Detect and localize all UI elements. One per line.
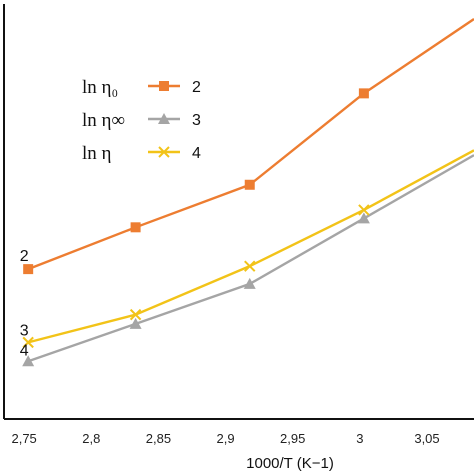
data-point-triangle <box>158 113 170 124</box>
x-tick-label: 2,9 <box>217 431 235 446</box>
legend-series-number: 4 <box>192 145 201 162</box>
legend-item: ln η 4 <box>82 143 201 164</box>
data-point-x <box>358 204 370 216</box>
legend-series-name: ln η <box>82 143 111 164</box>
data-point-square <box>358 88 369 99</box>
series-3 <box>22 154 474 367</box>
data-point-triangle <box>357 212 370 224</box>
data-point-x <box>22 336 34 349</box>
x-tick-label: 2,75 <box>11 431 36 446</box>
x-tick-label: 3 <box>356 431 363 446</box>
data-point-triangle <box>243 277 256 289</box>
series-4 <box>22 149 474 349</box>
data-point-square <box>23 264 34 275</box>
series-line <box>27 149 474 344</box>
x-axis-label: 1000/T (K−1) <box>246 455 334 472</box>
data-point-square <box>130 222 141 233</box>
legend-series-name: ln η₀ <box>82 77 118 98</box>
legend-series-name: ln η∞ <box>82 110 125 131</box>
data-point-x <box>244 260 256 272</box>
data-point-square <box>244 179 255 190</box>
data-point-triangle <box>129 317 142 329</box>
data-point-x <box>129 308 142 321</box>
legend-item: ln η₀ 2 <box>82 77 201 98</box>
legend-item: ln η∞ 3 <box>82 110 201 131</box>
x-tick-label: 2,85 <box>146 431 171 446</box>
series-2 <box>23 18 474 275</box>
legend-series-number: 2 <box>192 79 201 96</box>
series-layer <box>22 18 474 367</box>
series-end-label: 2 <box>20 248 29 265</box>
series-end-labels: 2 3 4 <box>20 248 29 359</box>
x-tick-label: 3,05 <box>414 431 439 446</box>
data-point-x <box>158 146 170 158</box>
data-point-square <box>159 81 169 91</box>
plot-frame <box>3 4 474 420</box>
data-point-triangle <box>22 355 35 367</box>
legend: ln η₀ 2 ln η∞ 3 ln η 4 <box>82 77 201 164</box>
x-tick-label: 2,8 <box>82 431 100 446</box>
series-end-label: 3 <box>20 322 29 339</box>
series-end-label: 4 <box>20 342 29 359</box>
x-tick-label: 2,95 <box>280 431 305 446</box>
x-axis-ticks: 2,75 2,8 2,85 2,9 2,95 3 3,05 <box>11 431 439 446</box>
legend-series-number: 3 <box>192 112 201 129</box>
